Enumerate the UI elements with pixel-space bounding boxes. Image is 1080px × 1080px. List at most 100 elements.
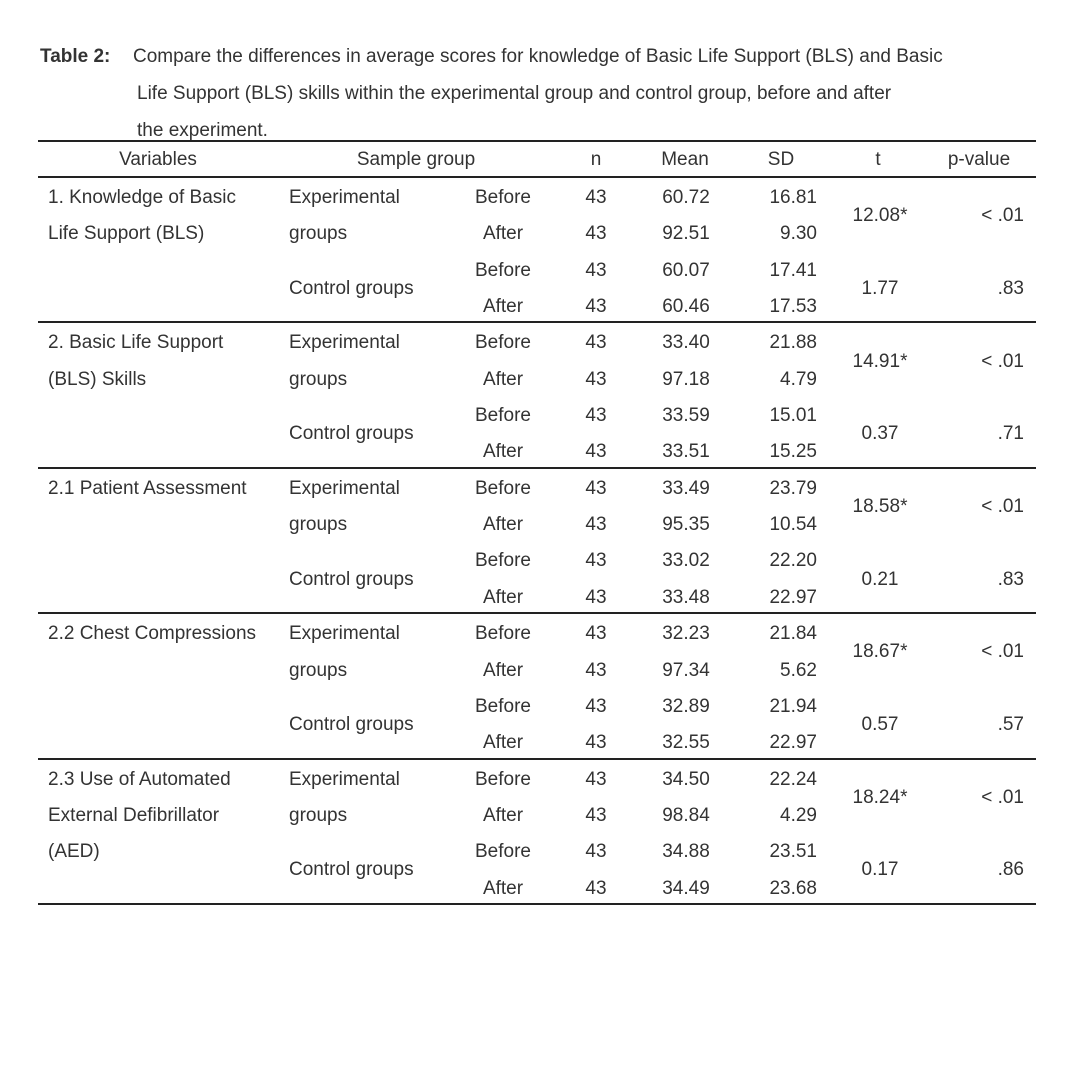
time-point: After <box>482 804 524 826</box>
section-rule <box>38 466 1036 469</box>
time-point: After <box>482 368 524 390</box>
t-value: 12.08* <box>852 205 908 227</box>
time-point: Before <box>475 187 531 208</box>
mean-value: 92.51 <box>662 223 710 245</box>
variable-name: (AED) <box>48 841 100 863</box>
n-value: 43 <box>585 659 607 681</box>
n-value: 43 <box>585 332 607 354</box>
header-variables: Variables <box>119 149 197 170</box>
mean-value: 32.23 <box>662 623 710 645</box>
mean-value: 60.07 <box>662 259 710 281</box>
variable-name: 1. Knowledge of Basic <box>48 187 237 208</box>
sd-value: 5.62 <box>780 659 817 681</box>
n-value: 43 <box>585 477 607 499</box>
sample-group-name: Control groups <box>289 859 414 881</box>
variable-name: 2.2 Chest Compressions <box>48 623 257 645</box>
section-rule <box>38 903 1036 905</box>
n-value: 43 <box>585 405 607 426</box>
header-sd: SD <box>767 149 795 170</box>
time-point: After <box>482 586 524 608</box>
time-point: After <box>482 514 524 536</box>
section-rule <box>38 757 1036 760</box>
mean-value: 33.48 <box>662 586 710 608</box>
time-point: After <box>482 877 524 899</box>
header-rule <box>38 176 1036 178</box>
time-point: Before <box>475 259 531 281</box>
sd-value: 9.30 <box>780 223 817 245</box>
sample-group-name: Control groups <box>289 423 414 445</box>
n-value: 43 <box>585 223 607 245</box>
p-value: .71 <box>997 423 1024 445</box>
p-value: .57 <box>997 713 1024 735</box>
caption-line: the experiment. <box>137 120 268 141</box>
caption-line: Compare the differences in average score… <box>133 46 943 67</box>
n-value: 43 <box>585 259 607 281</box>
sd-value: 16.81 <box>769 187 817 208</box>
time-point: Before <box>475 623 531 645</box>
section-rule <box>38 321 1036 324</box>
time-point: After <box>482 223 524 245</box>
time-point: Before <box>475 332 531 354</box>
mean-value: 95.35 <box>662 514 710 536</box>
sd-value: 17.41 <box>769 259 817 281</box>
mean-value: 33.40 <box>662 332 710 354</box>
sample-group-name: Experimental <box>289 332 400 354</box>
header-mean: Mean <box>661 149 709 170</box>
sd-value: 22.20 <box>769 550 817 572</box>
sample-group-name: Control groups <box>289 713 414 735</box>
variable-name: Life Support (BLS) <box>48 223 205 245</box>
n-value: 43 <box>585 695 607 717</box>
p-value: < .01 <box>981 350 1024 372</box>
t-value: 18.67* <box>852 641 908 663</box>
n-value: 43 <box>585 550 607 572</box>
caption-line: Life Support (BLS) skills within the exp… <box>137 83 892 104</box>
sd-value: 4.29 <box>780 804 817 826</box>
mean-value: 98.84 <box>662 804 710 826</box>
p-value: .83 <box>997 277 1024 299</box>
sd-value: 22.97 <box>769 586 817 608</box>
mean-value: 32.89 <box>662 695 710 717</box>
time-point: After <box>482 732 524 754</box>
mean-value: 32.55 <box>662 732 710 754</box>
sd-value: 21.84 <box>769 623 817 645</box>
n-value: 43 <box>585 368 607 390</box>
header-sample-group: Sample group <box>356 149 476 170</box>
sample-group-name: groups <box>289 514 348 536</box>
n-value: 43 <box>585 441 607 463</box>
sd-value: 15.01 <box>769 405 817 426</box>
p-value: < .01 <box>981 786 1024 808</box>
n-value: 43 <box>585 295 607 317</box>
n-value: 43 <box>585 187 607 208</box>
n-value: 43 <box>585 804 607 826</box>
time-point: Before <box>475 841 531 863</box>
mean-value: 34.88 <box>662 841 710 863</box>
sample-group-name: Experimental <box>289 187 400 208</box>
sample-group-name: Control groups <box>289 277 414 299</box>
sd-value: 21.88 <box>769 332 817 354</box>
mean-value: 33.49 <box>662 477 710 499</box>
sd-value: 23.68 <box>769 877 817 899</box>
t-value: 0.21 <box>861 568 899 590</box>
sd-value: 23.51 <box>769 841 817 863</box>
sd-value: 4.79 <box>780 368 817 390</box>
mean-value: 97.34 <box>662 659 710 681</box>
header-n: n <box>590 149 602 170</box>
mean-value: 97.18 <box>662 368 710 390</box>
mean-value: 33.51 <box>662 441 710 463</box>
variable-name: (BLS) Skills <box>48 368 147 390</box>
mean-value: 60.72 <box>662 187 710 208</box>
variable-name: 2. Basic Life Support <box>48 332 224 354</box>
sd-value: 17.53 <box>769 295 817 317</box>
t-value: 0.17 <box>861 859 899 881</box>
sample-group-name: Control groups <box>289 568 414 590</box>
t-value: 1.77 <box>861 277 899 299</box>
time-point: After <box>482 659 524 681</box>
t-value: 18.24* <box>852 786 908 808</box>
sd-value: 22.24 <box>769 768 817 790</box>
time-point: Before <box>475 405 531 426</box>
sd-value: 23.79 <box>769 477 817 499</box>
t-value: 0.37 <box>861 423 899 445</box>
mean-value: 33.59 <box>662 405 710 426</box>
sd-value: 21.94 <box>769 695 817 717</box>
sample-group-name: groups <box>289 659 348 681</box>
